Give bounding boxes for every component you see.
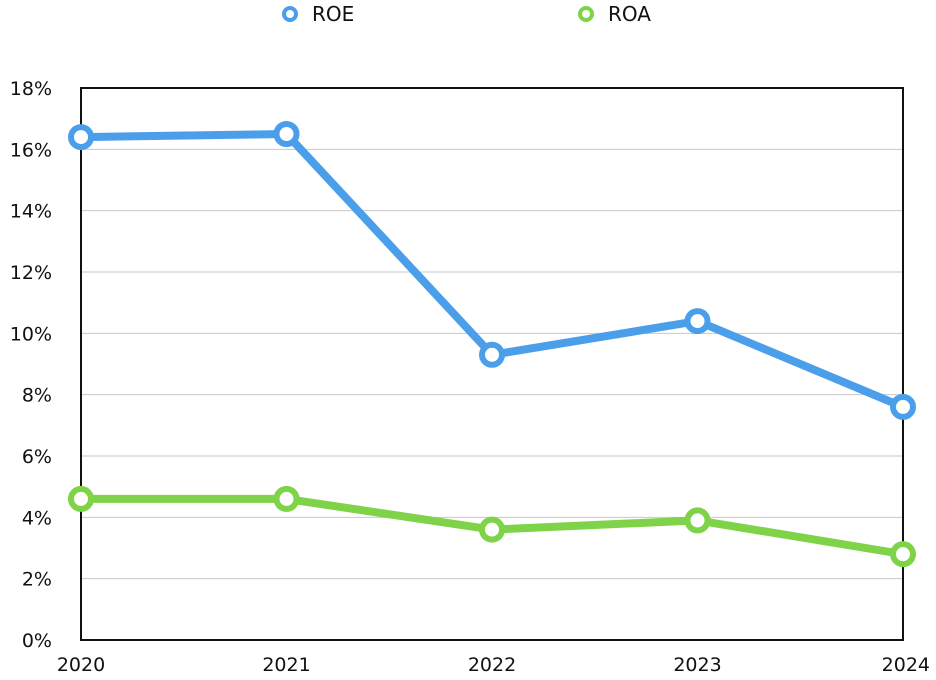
x-tick-label: 2023 — [673, 654, 721, 676]
y-axis-ticks: 0% 2% 4% 6% 8% 10% 12% 14% 16% 18% — [10, 78, 52, 652]
data-point-roa — [273, 485, 300, 512]
y-tick-label: 14% — [10, 201, 52, 223]
plot-frame — [80, 87, 904, 641]
legend: ROE ROA — [282, 2, 651, 26]
x-tick-label: 2024 — [882, 654, 930, 676]
legend-item-roa: ROA — [578, 2, 651, 26]
data-point-roe — [68, 124, 94, 151]
data-point-roe — [684, 308, 711, 335]
legend-label-roa: ROA — [608, 2, 651, 26]
y-tick-label: 8% — [22, 385, 52, 407]
y-tick-label: 18% — [10, 78, 52, 100]
y-tick-label: 2% — [22, 569, 52, 591]
legend-item-roe: ROE — [282, 2, 354, 26]
y-tick-label: 10% — [10, 323, 52, 345]
data-point-roa — [479, 516, 505, 543]
legend-marker-roa — [578, 6, 594, 22]
data-point-roe — [479, 341, 505, 368]
data-point-roa — [890, 541, 916, 568]
data-point-roa — [68, 485, 94, 512]
legend-label-roe: ROE — [312, 2, 354, 26]
x-tick-label: 2022 — [468, 654, 516, 676]
x-tick-label: 2021 — [262, 654, 310, 676]
grid-lines — [81, 148, 903, 580]
data-point-roe — [273, 121, 300, 147]
y-tick-label: 0% — [22, 630, 52, 652]
y-tick-label: 6% — [22, 446, 52, 468]
x-tick-label: 2020 — [57, 654, 105, 676]
y-tick-label: 16% — [10, 139, 52, 161]
series-roa — [68, 485, 916, 568]
legend-marker-roe — [282, 6, 298, 22]
x-axis-ticks: 2020 2021 2022 2023 2024 — [57, 654, 930, 676]
y-tick-label: 4% — [22, 507, 52, 529]
data-point-roa — [684, 507, 711, 534]
series-roe — [68, 121, 916, 420]
series-layer — [68, 121, 916, 568]
y-tick-label: 12% — [10, 262, 52, 284]
data-point-roe — [890, 393, 916, 420]
